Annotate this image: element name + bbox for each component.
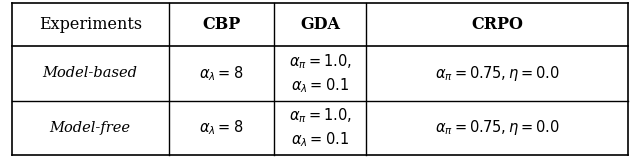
- Text: Model-free: Model-free: [50, 121, 131, 135]
- Text: CBP: CBP: [202, 16, 241, 33]
- Text: CRPO: CRPO: [472, 16, 524, 33]
- Text: $\alpha_{\pi} = 0.75, \eta = 0.0$: $\alpha_{\pi} = 0.75, \eta = 0.0$: [435, 118, 560, 137]
- Text: Model-based: Model-based: [43, 67, 138, 80]
- Text: $\alpha_{\pi} = 0.75, \eta = 0.0$: $\alpha_{\pi} = 0.75, \eta = 0.0$: [435, 64, 560, 83]
- Text: $\alpha_{\lambda} = 8$: $\alpha_{\lambda} = 8$: [199, 64, 243, 83]
- Text: GDA: GDA: [300, 16, 340, 33]
- Text: $\alpha_{\pi} = 1.0,$
$\alpha_{\lambda} = 0.1$: $\alpha_{\pi} = 1.0,$ $\alpha_{\lambda} …: [289, 106, 351, 149]
- Text: $\alpha_{\lambda} = 8$: $\alpha_{\lambda} = 8$: [199, 119, 243, 137]
- Text: Experiments: Experiments: [38, 16, 141, 33]
- Text: $\alpha_{\pi} = 1.0,$
$\alpha_{\lambda} = 0.1$: $\alpha_{\pi} = 1.0,$ $\alpha_{\lambda} …: [289, 52, 351, 95]
